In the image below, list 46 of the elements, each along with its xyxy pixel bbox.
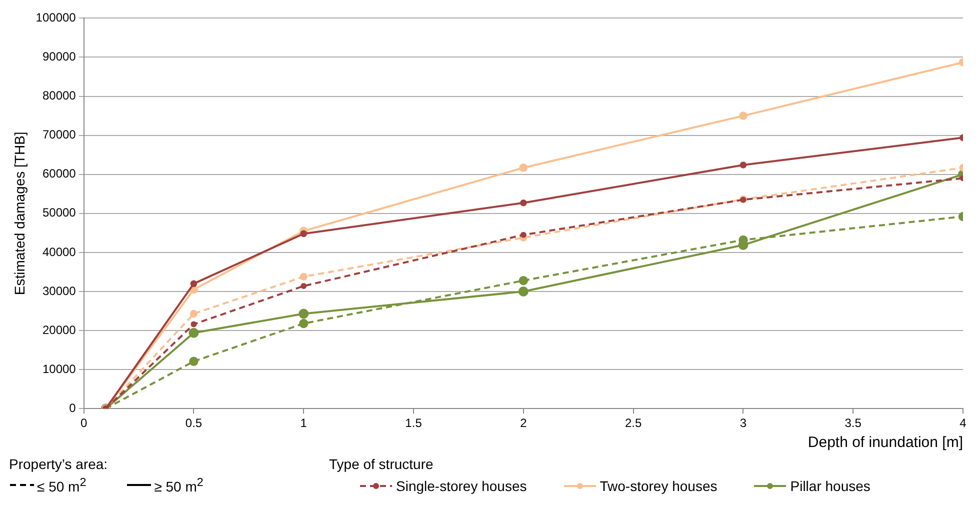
x-tick-label: 0 (80, 416, 88, 430)
y-tick-label: 90000 (42, 50, 76, 64)
point (300, 272, 308, 280)
y-tick-label: 70000 (42, 128, 76, 142)
legend-label: Pillar houses (790, 478, 870, 494)
x-axis-title: Depth of inundation [m] (808, 434, 963, 452)
point (518, 276, 528, 286)
y-tick-label: 100000 (36, 10, 76, 25)
legend-title: Type of structure (329, 456, 434, 472)
point (520, 199, 527, 206)
y-tick-label: 10000 (42, 362, 76, 376)
point (190, 321, 197, 328)
y-tick-label: 30000 (42, 284, 76, 298)
legend-label: Single-storey houses (396, 478, 527, 494)
point (518, 286, 528, 296)
text: Property’s area: (9, 456, 109, 472)
point (298, 308, 309, 319)
point (188, 328, 199, 338)
point (520, 232, 526, 238)
text: ≤ 50 m$^{2}$ (37, 476, 86, 495)
point (300, 230, 308, 238)
x-tick-label: 2 (520, 416, 528, 430)
point (300, 283, 307, 290)
y-tick-label: 50000 (42, 206, 76, 220)
x-tick-label: 0.5 (185, 416, 202, 430)
y-axis-title: Estimated damages [THB] (11, 132, 28, 296)
y-tick-label: 20000 (42, 322, 76, 337)
point (740, 162, 747, 168)
x-tick-label: 3.5 (844, 416, 862, 430)
text: ≥ 50 m$^{2}$ (154, 476, 204, 495)
point (299, 318, 308, 328)
point (739, 112, 748, 120)
point (189, 356, 198, 366)
x-tick-label: 1.5 (405, 416, 422, 430)
point (190, 280, 198, 288)
y-tick-label: 60000 (42, 166, 76, 181)
x-tick-label: 3 (740, 416, 747, 430)
x-tick-label: 2.5 (624, 416, 642, 430)
legend-label: Two-storey houses (600, 478, 718, 494)
y-tick-label: 80000 (42, 88, 76, 103)
y-tick-label: 0 (69, 400, 76, 415)
x-tick-label: 1 (300, 416, 308, 430)
y-tick-label: 40000 (42, 244, 76, 259)
x-tick-label: 4 (960, 416, 967, 430)
point (519, 164, 528, 172)
point (190, 310, 198, 318)
